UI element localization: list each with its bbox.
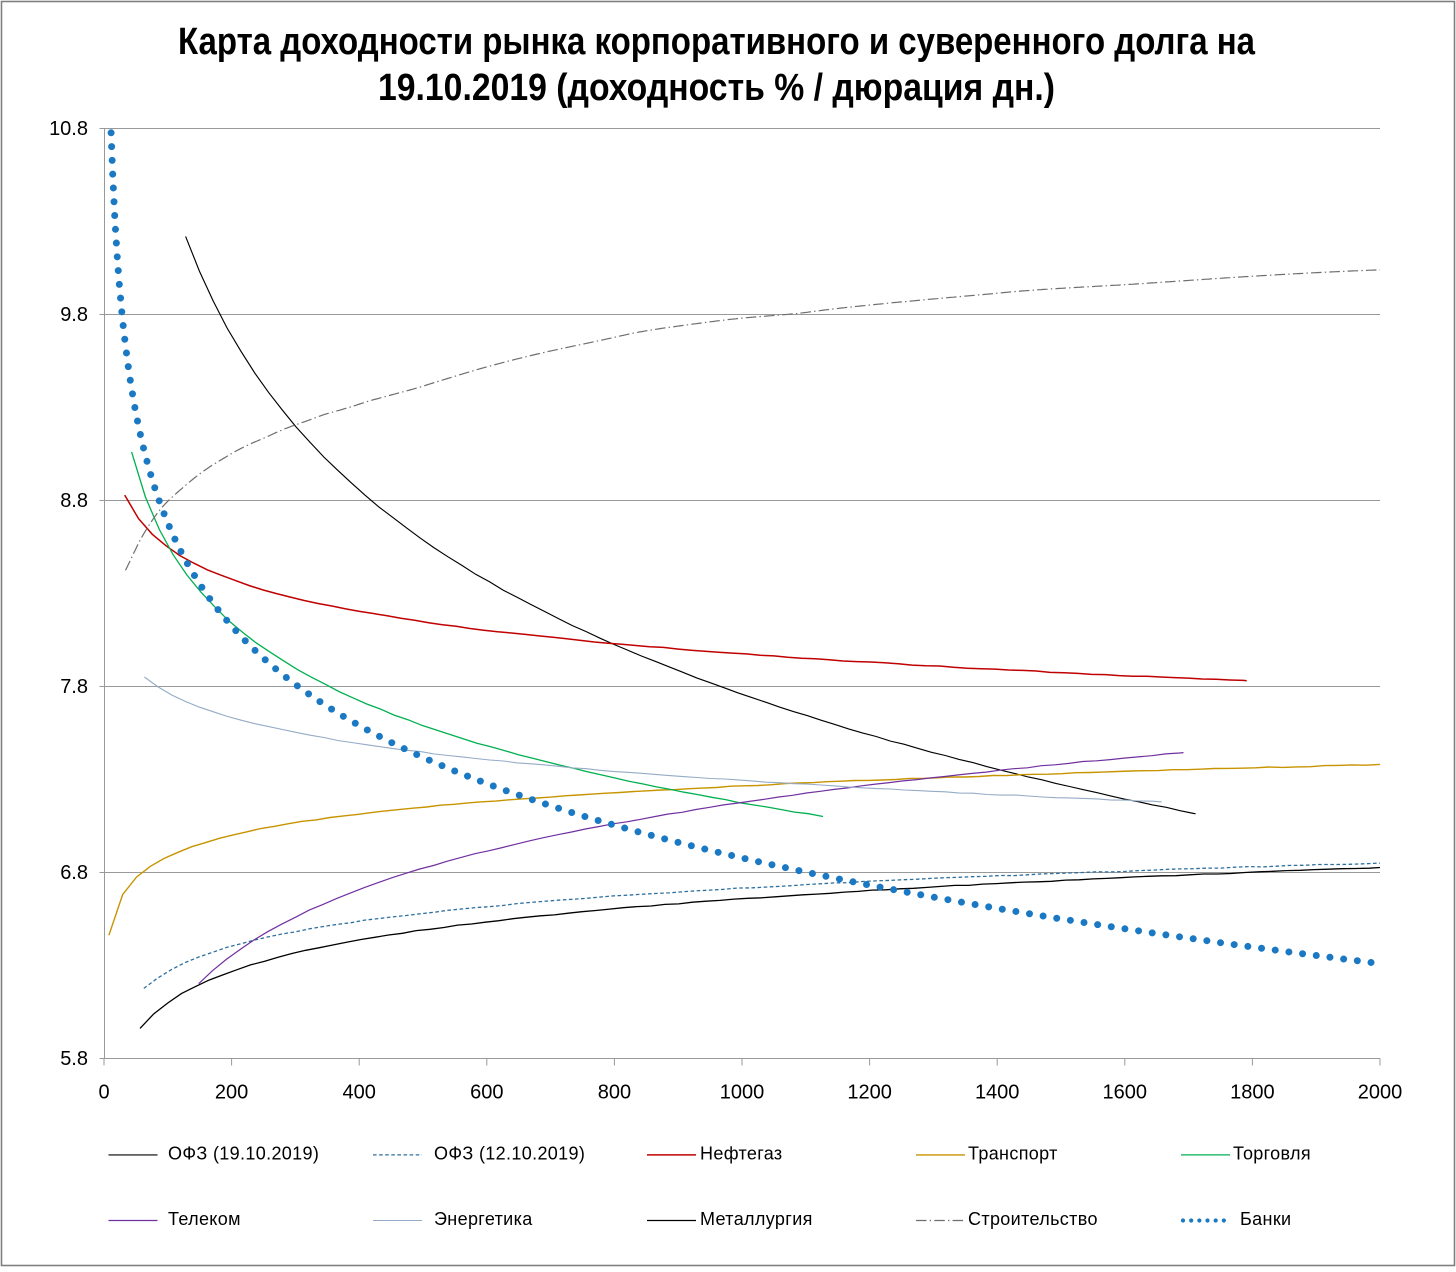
svg-text:800: 800 [598, 1082, 631, 1104]
svg-text:ОФЗ (12.10.2019): ОФЗ (12.10.2019) [434, 1143, 585, 1163]
svg-text:Транспорт: Транспорт [968, 1143, 1058, 1163]
svg-text:1400: 1400 [975, 1082, 1020, 1104]
svg-text:1000: 1000 [720, 1082, 765, 1104]
svg-text:Энергетика: Энергетика [434, 1209, 533, 1229]
svg-text:5.8: 5.8 [60, 1048, 88, 1070]
svg-text:Банки: Банки [1240, 1209, 1291, 1229]
svg-text:1800: 1800 [1230, 1082, 1275, 1104]
svg-text:8.8: 8.8 [60, 490, 88, 512]
svg-text:19.10.2019 (доходность % / дюр: 19.10.2019 (доходность % / дюрация дн.) [378, 67, 1055, 109]
svg-text:1600: 1600 [1103, 1082, 1148, 1104]
svg-text:6.8: 6.8 [60, 862, 88, 884]
svg-text:7.8: 7.8 [60, 676, 88, 698]
svg-text:1200: 1200 [847, 1082, 892, 1104]
svg-text:ОФЗ (19.10.2019): ОФЗ (19.10.2019) [168, 1143, 319, 1163]
svg-text:200: 200 [215, 1082, 248, 1104]
svg-text:Телеком: Телеком [168, 1209, 241, 1229]
svg-text:Нефтегаз: Нефтегаз [700, 1143, 783, 1163]
svg-text:9.8: 9.8 [60, 304, 88, 326]
svg-text:Металлургия: Металлургия [700, 1209, 813, 1229]
svg-text:0: 0 [98, 1082, 109, 1104]
svg-text:10.8: 10.8 [49, 118, 88, 140]
svg-text:Карта доходности рынка корпора: Карта доходности рынка корпоративного и … [178, 21, 1256, 63]
svg-text:Строительство: Строительство [968, 1209, 1098, 1229]
svg-text:600: 600 [470, 1082, 503, 1104]
svg-text:Торговля: Торговля [1233, 1143, 1311, 1163]
svg-text:400: 400 [343, 1082, 376, 1104]
svg-text:2000: 2000 [1358, 1082, 1403, 1104]
